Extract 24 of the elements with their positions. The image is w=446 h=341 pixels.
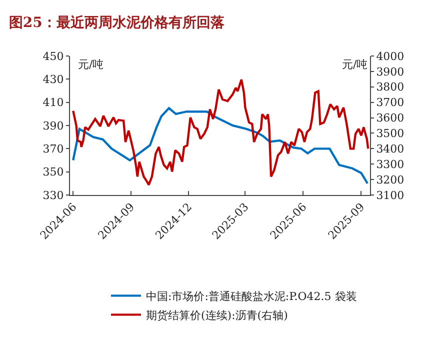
y-axis-title: 元/吨 [78, 58, 104, 71]
y-tick-label: 370 [42, 142, 64, 156]
y2-axis-title: 元/吨 [342, 58, 368, 71]
legend-label: 中国:市场价:普通硅酸盐水泥:P.O42.5 袋装 [146, 290, 357, 303]
y2-tick-label: 3600 [376, 112, 404, 125]
y-tick-label: 350 [42, 166, 64, 179]
y2-tick-label: 3800 [376, 80, 404, 94]
legend-label: 期货结算价(连续):沥青(右轴) [146, 308, 288, 322]
line-series [72, 78, 370, 186]
y-tick-label: 430 [42, 73, 64, 86]
y-tick-label: 450 [42, 50, 64, 63]
y2-tick-label: 3700 [376, 96, 404, 110]
y-tick-label: 390 [42, 119, 64, 132]
y-tick-label: 410 [42, 96, 64, 110]
y2-tick-label: 4000 [376, 50, 404, 63]
y2-tick-label: 3100 [376, 188, 404, 202]
y2-tick-label: 3300 [376, 158, 404, 171]
line-series [72, 107, 369, 185]
y2-tick-label: 3200 [376, 173, 404, 186]
y2-tick-label: 3400 [376, 142, 404, 156]
y2-tick-label: 3900 [376, 65, 404, 78]
y2-tick-label: 3500 [376, 127, 404, 140]
y-tick-label: 330 [42, 188, 64, 202]
chart-title: 图25：最近两周水泥价格有所回落 [8, 14, 226, 31]
